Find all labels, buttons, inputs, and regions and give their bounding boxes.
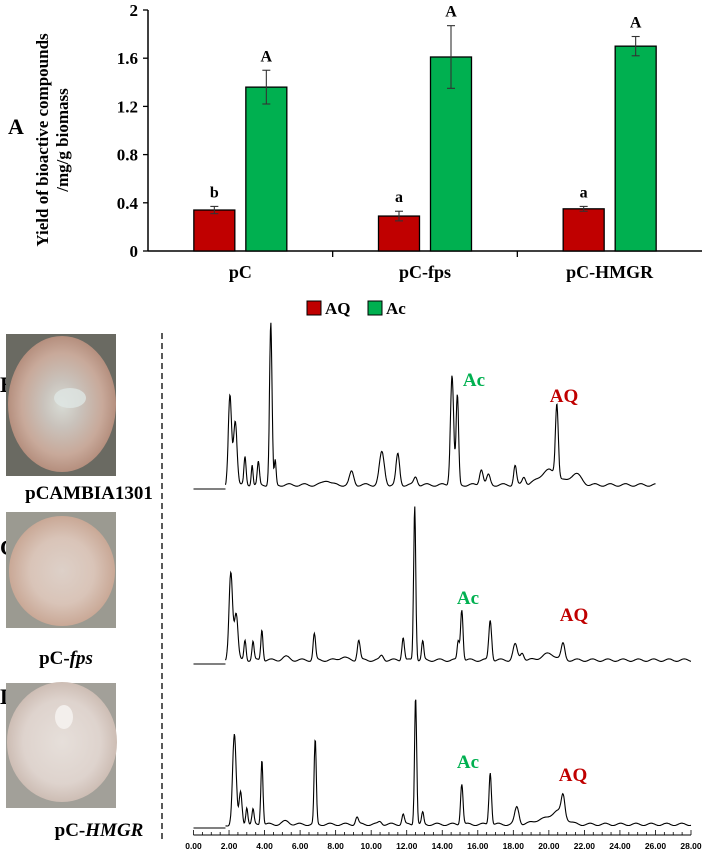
x-tick-label: 6.00 bbox=[292, 841, 309, 851]
caption-pc-hmgr-gene: HMGR bbox=[84, 820, 143, 841]
y-tick-label: 0.8 bbox=[117, 146, 138, 165]
y-tick-label: 2 bbox=[130, 1, 139, 20]
bar-aq bbox=[377, 215, 421, 252]
significance-letter: A bbox=[630, 15, 642, 32]
x-tick-label: pC bbox=[229, 262, 252, 282]
x-tick-label: 16.00 bbox=[467, 841, 489, 851]
y-axis-label-line1: Yield of bioactive compounds bbox=[33, 33, 52, 247]
peak-label-aq: AQ bbox=[550, 386, 579, 407]
significance-letter: b bbox=[210, 184, 219, 201]
y-tick-label: 1.6 bbox=[117, 49, 138, 68]
x-tick-label: 24.00 bbox=[609, 841, 631, 851]
x-tick-label: 26.00 bbox=[645, 841, 667, 851]
x-tick-label: 10.00 bbox=[361, 841, 383, 851]
caption-pc-fps-prefix: pC- bbox=[39, 648, 70, 669]
legend-swatch-aq bbox=[306, 300, 322, 316]
caption-pc-fps: pC-fps bbox=[39, 648, 93, 669]
x-tick-label: 8.00 bbox=[327, 841, 344, 851]
caption-pc-hmgr-prefix: pC- bbox=[55, 820, 86, 841]
peak-label-ac: Ac bbox=[457, 588, 479, 609]
x-tick-label: pC-fps bbox=[399, 262, 451, 282]
bar-aq bbox=[193, 209, 236, 252]
x-tick-label: 18.00 bbox=[503, 841, 525, 851]
y-axis-label: Yield of bioactive compounds /mg/g bioma… bbox=[33, 33, 72, 247]
y-axis-label-line2: /mg/g biomass bbox=[53, 88, 72, 193]
x-tick-label: 14.00 bbox=[432, 841, 454, 851]
y-tick-label: 0.4 bbox=[117, 194, 139, 213]
caption-pc-fps-gene: fps bbox=[70, 648, 93, 669]
legend-label-ac: Ac bbox=[386, 299, 406, 318]
y-tick-label: 1.2 bbox=[117, 97, 138, 116]
culture-photo-pcambia1301 bbox=[6, 334, 116, 476]
chromatogram-trace bbox=[224, 506, 692, 662]
culture-photo-pc-fps bbox=[6, 512, 116, 628]
panel-label-a: A bbox=[8, 114, 24, 139]
x-tick-label: 20.00 bbox=[538, 841, 560, 851]
bar-ac bbox=[245, 86, 288, 252]
x-tick-label: 0.00 bbox=[185, 841, 202, 851]
significance-letter: A bbox=[261, 48, 273, 65]
bar-ac bbox=[429, 56, 473, 252]
bar-aq bbox=[562, 208, 605, 252]
x-tick-label: 28.00 bbox=[680, 841, 702, 851]
peak-label-ac: Ac bbox=[463, 370, 485, 391]
legend-label-aq: AQ bbox=[325, 299, 351, 318]
bar-ac bbox=[614, 45, 657, 252]
culture-photo-pc-hmgr bbox=[6, 682, 117, 808]
peak-label-aq: AQ bbox=[559, 765, 588, 786]
legend: AQ Ac bbox=[306, 299, 406, 318]
legend-swatch-ac bbox=[367, 300, 383, 316]
x-tick-label: 4.00 bbox=[256, 841, 273, 851]
chromatogram-trace bbox=[225, 699, 692, 827]
chromatogram-trace bbox=[224, 322, 656, 487]
peak-label-ac: Ac bbox=[457, 752, 479, 773]
y-tick-label: 0 bbox=[130, 242, 139, 261]
x-tick-label: 22.00 bbox=[574, 841, 596, 851]
significance-letter: A bbox=[445, 4, 457, 21]
x-tick-label: pC-HMGR bbox=[566, 262, 654, 282]
significance-letter: a bbox=[580, 184, 588, 201]
x-tick-label: 2.00 bbox=[221, 841, 238, 851]
significance-letter: a bbox=[395, 189, 403, 206]
x-tick-label: 12.00 bbox=[396, 841, 418, 851]
bar-chart: 0 0.4 0.8 1.2 1.6 2 pC b ApC-fps a ApC-HMGR a A bbox=[117, 1, 702, 282]
caption-pcambia1301: pCAMBIA1301 bbox=[25, 483, 153, 504]
caption-pc-hmgr: pC-HMGR bbox=[55, 820, 144, 841]
chromatograms: Ac AQ Ac AQ Ac AQ 0.00 2.00 4.00 6.00 8.00 10.00 12.… bbox=[185, 322, 702, 851]
peak-label-aq: AQ bbox=[560, 605, 589, 626]
